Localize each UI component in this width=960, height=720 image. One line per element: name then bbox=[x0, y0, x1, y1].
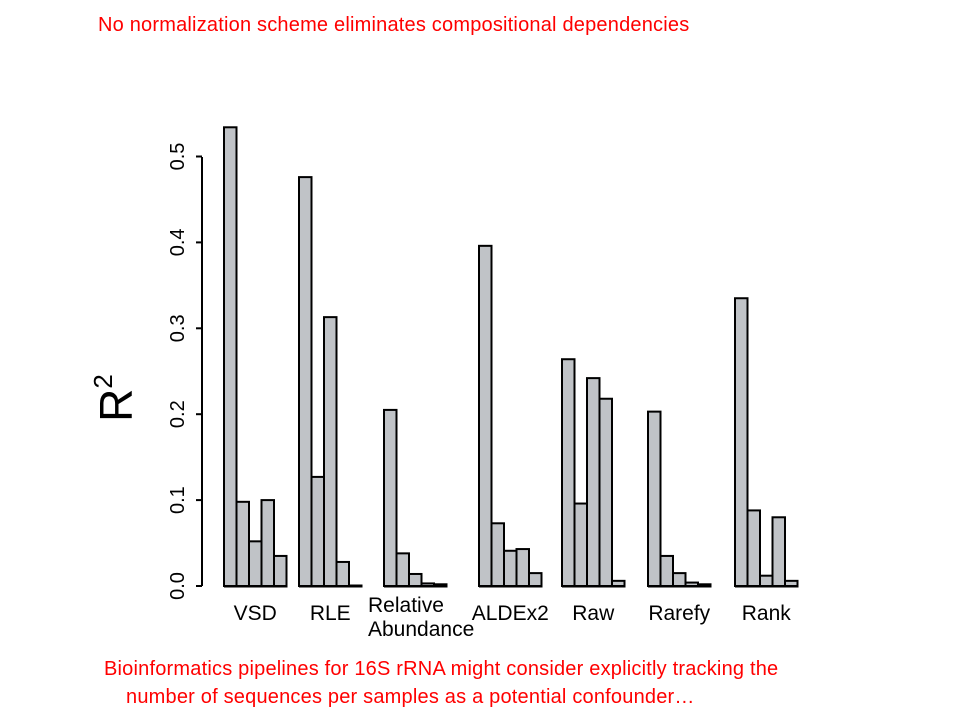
bar bbox=[659, 554, 674, 587]
y-axis-label: R2 bbox=[88, 374, 142, 422]
y-tick-label: 0.2 bbox=[167, 400, 189, 428]
bar bbox=[515, 548, 530, 587]
category-label: ALDEx2 bbox=[472, 602, 549, 625]
y-axis-label-base: R bbox=[90, 389, 142, 422]
bar bbox=[759, 574, 774, 588]
bar bbox=[697, 583, 712, 587]
bar bbox=[408, 572, 423, 587]
category-label: Raw bbox=[572, 602, 615, 625]
bar bbox=[611, 579, 626, 588]
category-label-line: Rarefy bbox=[648, 602, 710, 625]
bar bbox=[395, 552, 410, 587]
bar bbox=[771, 516, 786, 588]
bar bbox=[734, 297, 749, 587]
category-label-line: Rank bbox=[742, 602, 792, 625]
bar bbox=[223, 126, 238, 587]
category-label-line: RLE bbox=[310, 602, 351, 625]
y-tick-label: 0.4 bbox=[167, 228, 189, 256]
bar bbox=[573, 502, 588, 588]
bar bbox=[298, 176, 313, 587]
category-label-line: Abundance bbox=[368, 618, 474, 641]
bar bbox=[598, 397, 613, 587]
bar bbox=[672, 572, 687, 587]
bar bbox=[746, 509, 761, 587]
bar bbox=[323, 316, 338, 587]
bar bbox=[586, 377, 601, 588]
bar bbox=[561, 358, 576, 587]
category-label: Relative Abundance bbox=[368, 594, 474, 641]
category-label-line: ALDEx2 bbox=[472, 602, 549, 625]
caption-line-1: Bioinformatics pipelines for 16S rRNA mi… bbox=[104, 658, 779, 680]
bar bbox=[684, 581, 699, 588]
bar bbox=[433, 583, 448, 587]
bar bbox=[528, 572, 543, 587]
y-axis-label-superscript: 2 bbox=[88, 374, 118, 388]
bar bbox=[273, 554, 288, 587]
category-label: RLE bbox=[310, 602, 351, 625]
bar bbox=[260, 499, 275, 588]
bar bbox=[478, 244, 493, 587]
bar bbox=[235, 500, 250, 587]
bar bbox=[248, 540, 263, 587]
category-label: Rarefy bbox=[648, 602, 710, 625]
bar bbox=[420, 582, 435, 587]
bar bbox=[490, 522, 505, 588]
bar bbox=[383, 408, 398, 587]
slide-caption: Bioinformatics pipelines for 16S rRNA mi… bbox=[104, 655, 924, 711]
y-tick-label: 0.0 bbox=[167, 572, 189, 600]
category-label: VSD bbox=[234, 602, 277, 625]
y-tick-label: 0.5 bbox=[167, 143, 189, 171]
bar bbox=[335, 560, 350, 587]
bars-layer bbox=[223, 126, 799, 588]
y-tick-label: 0.3 bbox=[167, 314, 189, 342]
caption-line-2: number of sequences per samples as a pot… bbox=[126, 686, 695, 708]
category-label-line: Relative bbox=[368, 594, 444, 617]
bar bbox=[310, 475, 325, 588]
slide-title: No normalization scheme eliminates compo… bbox=[98, 14, 690, 36]
y-axis: 0.0 0.1 0.2 0.3 0.4 0.5 bbox=[167, 143, 203, 600]
category-label-line: Raw bbox=[572, 602, 615, 625]
y-tick-label: 0.1 bbox=[167, 486, 189, 514]
bar bbox=[647, 410, 662, 587]
bar bbox=[503, 549, 518, 588]
category-label-line: VSD bbox=[234, 602, 277, 625]
category-label: Rank bbox=[742, 602, 792, 625]
bar bbox=[784, 579, 799, 588]
